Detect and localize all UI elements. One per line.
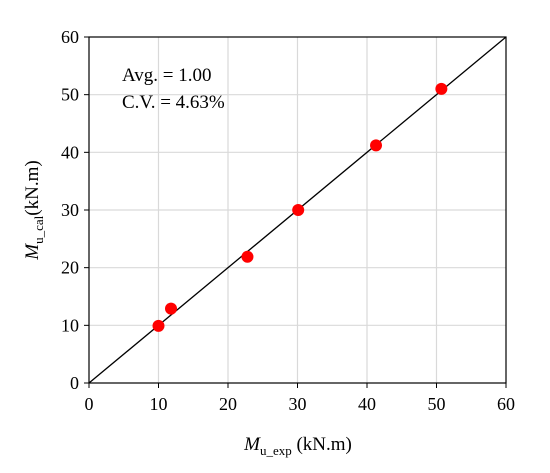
y-tick-label: 60 <box>61 27 79 47</box>
axis-ticks: 0 10 20 30 40 50 60 0 10 20 30 40 50 60 <box>61 27 515 414</box>
data-point <box>152 319 165 332</box>
y-tick-label: 0 <box>70 373 79 393</box>
y-tick-label: 20 <box>61 258 79 278</box>
y-axis-label-unit: (kN.m) <box>22 160 43 215</box>
data-point <box>241 250 254 263</box>
x-tick-label: 30 <box>289 394 307 414</box>
x-axis-label-unit: (kN.m) <box>292 434 352 455</box>
y-axis-label: Mu_cal(kN.m) <box>22 160 46 260</box>
x-tick-label: 40 <box>358 394 376 414</box>
annotation-box: Avg. = 1.00 C.V. = 4.63% <box>122 65 225 113</box>
y-axis-label-sub: u_cal <box>31 215 46 244</box>
annotation-cv: C.V. = 4.63% <box>122 92 225 113</box>
x-axis-label-sub: u_exp <box>260 443 292 458</box>
y-tick-label: 10 <box>61 315 79 335</box>
data-point <box>370 139 383 152</box>
y-tick-label: 50 <box>61 85 79 105</box>
x-tick-label: 60 <box>497 394 515 414</box>
x-tick-label: 0 <box>85 394 94 414</box>
data-point <box>435 82 448 95</box>
data-point <box>292 204 305 216</box>
y-tick-label: 30 <box>61 200 79 220</box>
x-axis-label-main: M <box>243 434 261 455</box>
y-axis-label-main: M <box>22 243 43 261</box>
data-point <box>165 302 178 315</box>
data-points <box>152 82 448 332</box>
x-axis-label: Mu_exp (kN.m) <box>243 434 352 458</box>
annotation-avg: Avg. = 1.00 <box>122 65 212 86</box>
x-tick-label: 20 <box>219 394 237 414</box>
x-tick-label: 10 <box>150 394 168 414</box>
y-tick-label: 40 <box>61 142 79 162</box>
x-tick-label: 50 <box>428 394 446 414</box>
